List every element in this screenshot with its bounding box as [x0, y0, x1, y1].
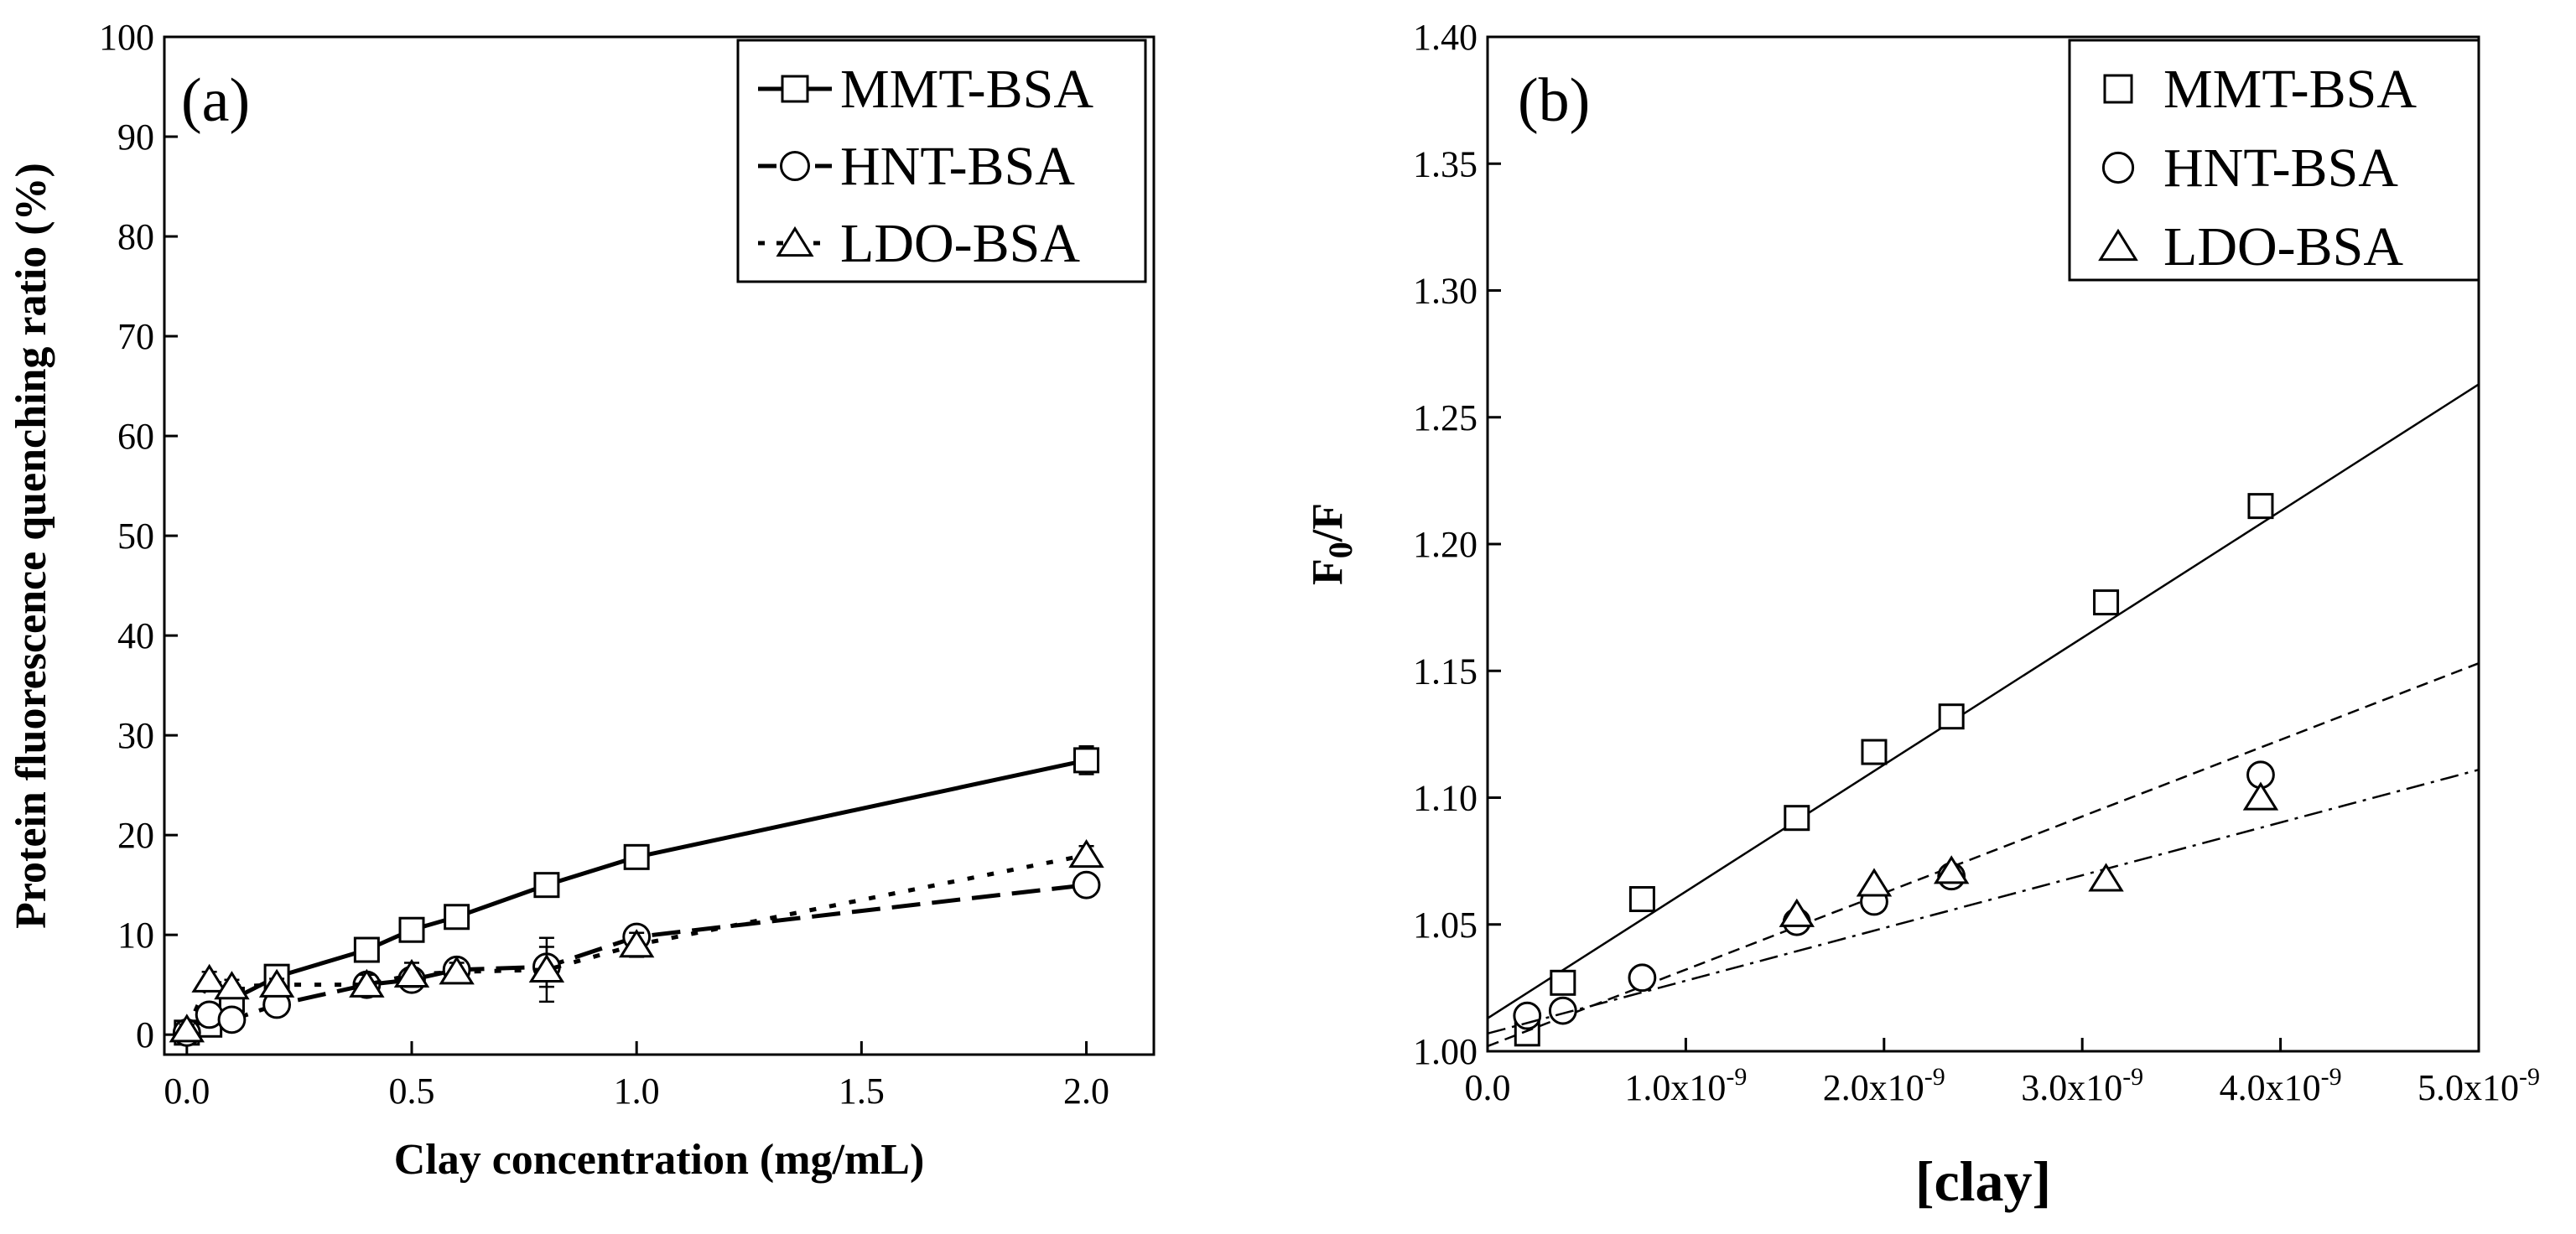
point-LDO-BSA: [2088, 863, 2124, 892]
y-axis-title-a: Protein fluorescence quenching ratio (%): [8, 163, 55, 929]
x-tick-label-b: 2.0x10-9: [1823, 1063, 1945, 1108]
point-MMT-BSA: [1861, 739, 1888, 765]
point-LDO-BSA: [1068, 839, 1104, 868]
point-MMT-BSA: [1550, 969, 1576, 996]
legend-marker-MMT-BSA: [781, 75, 809, 103]
x-axis-title-b: [clay]: [1915, 1149, 2051, 1213]
point-MMT-BSA: [444, 904, 470, 931]
y-tick-label-a: 0: [136, 1014, 154, 1055]
point-MMT-BSA: [1938, 703, 1965, 730]
legend-marker-LDO-BSA: [2098, 228, 2138, 262]
legend-b: MMT-BSA HNT-BSA LDO-BSA: [2068, 39, 2480, 282]
fit-line-LDO-BSA: [1487, 769, 2480, 1035]
point-MMT-BSA: [623, 843, 650, 870]
point-LDO-BSA: [393, 958, 430, 988]
point-MMT-BSA: [1784, 805, 1810, 832]
series-b-MMT-BSA: [1487, 383, 2480, 1047]
x-tick-label-b: 1.0x10-9: [1624, 1063, 1747, 1108]
legend-marker-MMT-BSA: [2103, 74, 2133, 104]
y-tick-label-a: 20: [117, 815, 154, 856]
y-tick-label-b: 1.35: [1413, 143, 1478, 184]
series-line-MMT-BSA: [185, 758, 1088, 1035]
legend-label-MMT-BSA: MMT-BSA: [840, 59, 1093, 120]
x-tick-label-b: 5.0x10-9: [2418, 1063, 2540, 1108]
legend-a: MMT-BSA HNT-BSA LDO-BSA: [736, 39, 1147, 283]
y-tick-label-a: 50: [117, 516, 154, 557]
point-LDO-BSA: [169, 1014, 205, 1043]
y-tick-label-a: 40: [117, 615, 154, 656]
y-axis-title-b: F0/F: [1304, 503, 1359, 585]
series-a-HNT-BSA: [172, 870, 1101, 1047]
point-LDO-BSA: [618, 929, 655, 958]
point-MMT-BSA: [353, 936, 380, 963]
legend-label-LDO-BSA: LDO-BSA: [2163, 216, 2403, 277]
point-LDO-BSA: [2242, 781, 2279, 811]
point-LDO-BSA: [439, 956, 475, 985]
y-tick-label-b: 1.05: [1413, 905, 1478, 946]
legend-marker-LDO-BSA: [776, 226, 814, 257]
panel-label-a: (a): [181, 66, 250, 135]
y-tick-label-b: 1.15: [1413, 651, 1478, 692]
x-tick-label-b: 0.0: [1465, 1067, 1511, 1108]
point-MMT-BSA: [533, 872, 560, 899]
point-HNT-BSA: [1513, 1001, 1542, 1030]
x-tick-label-a: 1.0: [614, 1071, 660, 1112]
y-tick-label-a: 30: [117, 715, 154, 756]
point-HNT-BSA: [217, 1005, 247, 1034]
legend-marker-HNT-BSA: [2101, 151, 2135, 184]
legend-label-HNT-BSA: HNT-BSA: [2163, 137, 2398, 199]
series-b-HNT-BSA: [1487, 662, 2480, 1048]
x-tick-label-b: 4.0x10-9: [2220, 1063, 2342, 1108]
point-LDO-BSA: [1933, 855, 1970, 884]
point-MMT-BSA: [1073, 747, 1100, 774]
legend-label-HNT-BSA: HNT-BSA: [840, 136, 1075, 197]
y-tick-label-b: 1.30: [1413, 271, 1478, 312]
point-LDO-BSA: [349, 968, 385, 998]
point-LDO-BSA: [191, 963, 227, 993]
point-MMT-BSA: [398, 916, 425, 943]
series-line-HNT-BSA: [185, 883, 1087, 1034]
y-tick-label-b: 1.00: [1413, 1031, 1478, 1072]
point-HNT-BSA: [1548, 996, 1577, 1025]
y-tick-label-b: 1.25: [1413, 397, 1478, 438]
panel-label-b: (b): [1518, 66, 1590, 135]
point-LDO-BSA: [528, 953, 565, 983]
legend-label-MMT-BSA: MMT-BSA: [2163, 59, 2417, 120]
legend-label-LDO-BSA: LDO-BSA: [840, 213, 1080, 274]
point-HNT-BSA: [1628, 963, 1657, 993]
x-axis-title-a: Clay concentration (mg/mL): [394, 1136, 925, 1184]
x-tick-label-a: 0.5: [389, 1071, 435, 1112]
y-tick-label-a: 10: [117, 915, 154, 956]
x-tick-label-a: 0.0: [164, 1071, 210, 1112]
legend-frame-b: [2068, 39, 2480, 282]
y-tick-label-a: 80: [117, 216, 154, 257]
point-LDO-BSA: [214, 971, 250, 1000]
series-a-MMT-BSA: [174, 744, 1100, 1046]
y-tick-label-a: 100: [99, 17, 154, 58]
fit-line-MMT-BSA: [1487, 383, 2480, 1019]
point-MMT-BSA: [1628, 886, 1655, 912]
x-tick-label-a: 1.5: [839, 1071, 885, 1112]
panel-b: 1.00 1.05 1.10 1.15 1.20 1.25 1.30 1.35 1.40 0.0 1…: [1304, 17, 2540, 1213]
point-LDO-BSA: [258, 968, 295, 998]
x-tick-label-b: 3.0x10-9: [2021, 1063, 2143, 1108]
y-tick-label-a: 70: [117, 316, 154, 357]
point-MMT-BSA: [2093, 589, 2120, 616]
series-b-LDO-BSA: [1487, 769, 2480, 1035]
panel-a: 0 10 20 30 40 50 60 70 80 90 100 0.0 0.5 1.0 1.5 2.0 Cla…: [8, 17, 1156, 1184]
series-a-LDO-BSA: [169, 839, 1104, 1043]
plot-frame-a: [163, 35, 1156, 1056]
y-tick-label-a: 90: [117, 117, 154, 158]
legend-marker-HNT-BSA: [780, 151, 810, 181]
point-HNT-BSA: [1072, 870, 1101, 900]
x-tick-label-a: 2.0: [1063, 1071, 1109, 1112]
y-tick-label-b: 1.10: [1413, 778, 1478, 819]
point-LDO-BSA: [1856, 868, 1893, 897]
y-tick-label-b: 1.40: [1413, 17, 1478, 58]
point-LDO-BSA: [1779, 898, 1815, 927]
y-tick-label-a: 60: [117, 416, 154, 457]
point-MMT-BSA: [2247, 493, 2274, 520]
y-tick-label-b: 1.20: [1413, 524, 1478, 565]
